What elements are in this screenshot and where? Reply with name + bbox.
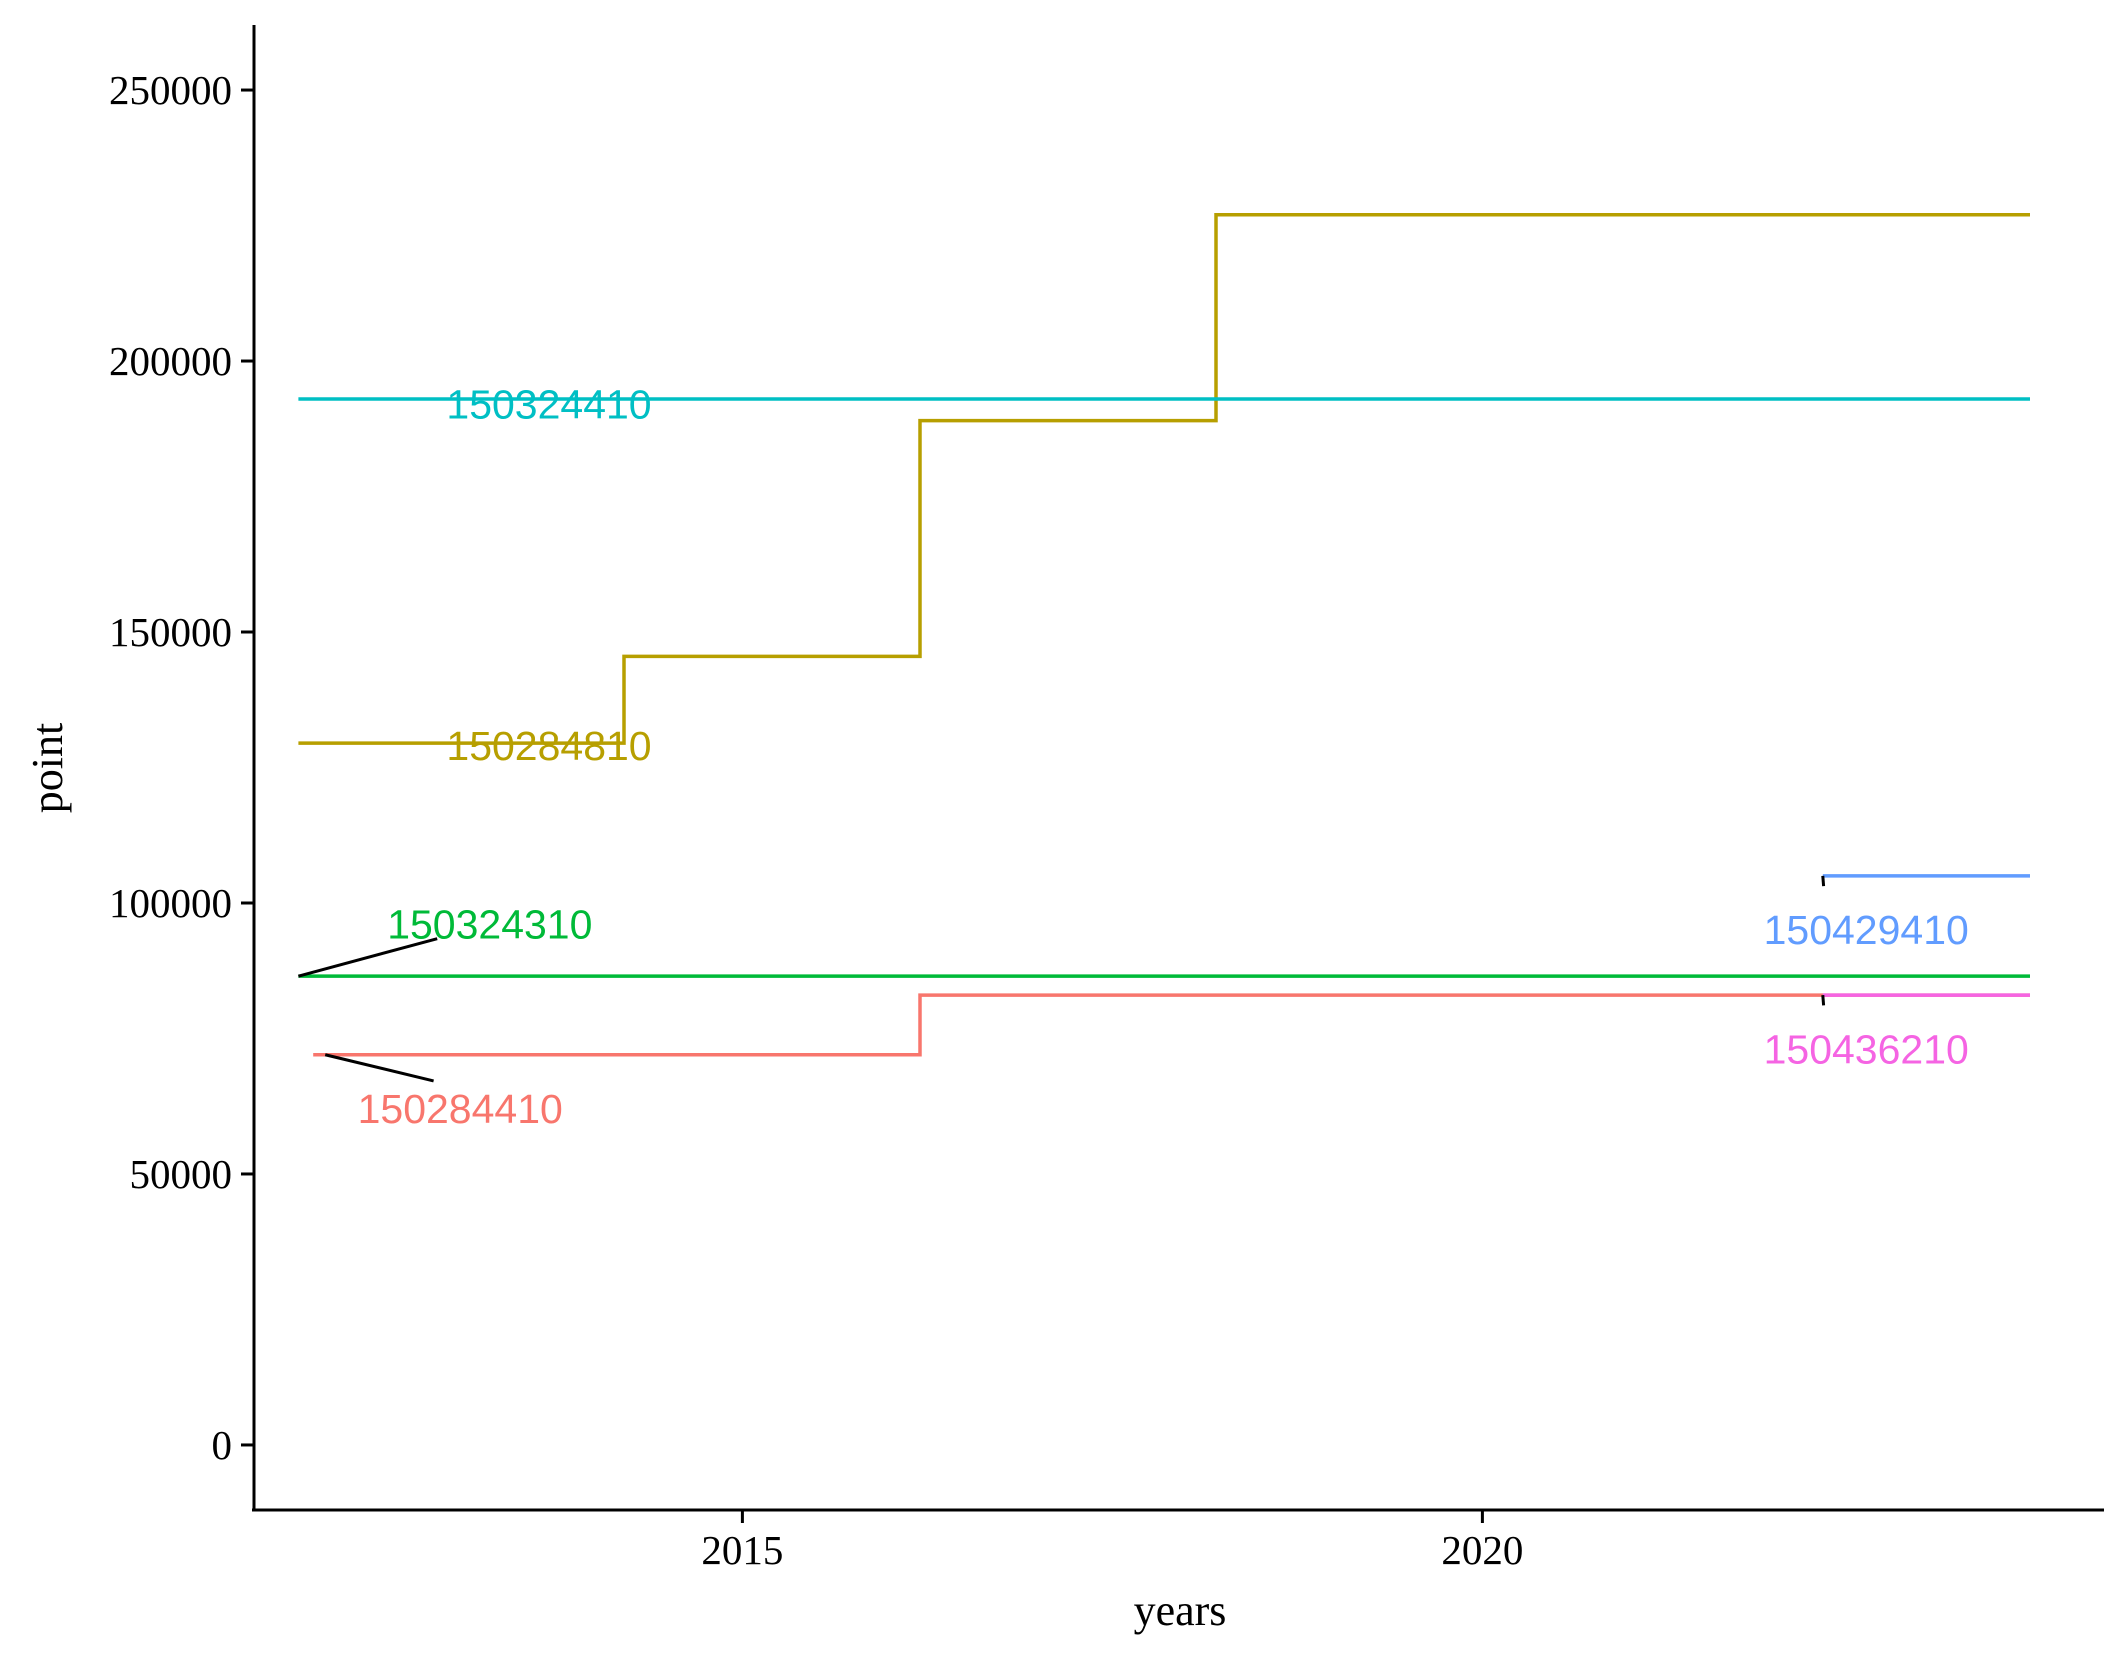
axis-layer: 0 50000 100000 150000 200000 250000 2015 2020 — [109, 25, 2104, 1573]
series-label: 150429410 — [1764, 907, 1969, 953]
y-tick-label: 100000 — [109, 880, 232, 926]
series-label: 150284810 — [446, 723, 651, 769]
y-tick-label: 50000 — [130, 1151, 233, 1197]
series-line-150284810 — [298, 212, 2030, 745]
x-axis-title: years — [1134, 1586, 1227, 1635]
label-leader-line — [298, 937, 438, 978]
series-label: 150284410 — [358, 1086, 563, 1132]
label-leader-line — [1821, 875, 1826, 887]
series-label: 150436210 — [1764, 1026, 1969, 1072]
x-tick-label: 2020 — [1441, 1527, 1523, 1573]
y-tick-label: 0 — [212, 1422, 233, 1468]
y-tick-label: 150000 — [109, 609, 232, 655]
label-leader-line — [324, 1053, 434, 1083]
y-tick-label: 250000 — [109, 67, 232, 113]
series-label: 150324310 — [387, 902, 592, 948]
series-layer — [298, 212, 2030, 1057]
y-axis-title: point — [23, 723, 72, 813]
x-tick-label: 2015 — [701, 1527, 783, 1573]
series-line-150284410 — [313, 993, 2030, 1057]
series-label-layer: 150284410 150284810 150324310 150324410 1504… — [298, 381, 1969, 1132]
label-leader-line — [1821, 995, 1826, 1006]
y-tick-label: 200000 — [109, 338, 232, 384]
series-label: 150324410 — [446, 381, 651, 427]
